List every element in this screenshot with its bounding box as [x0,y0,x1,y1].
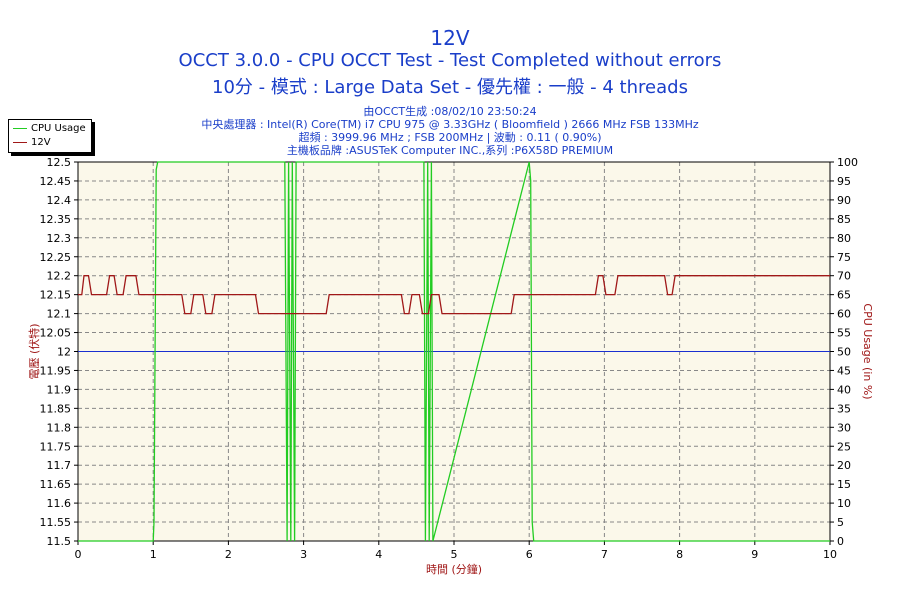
info-motherboard: 主機板品牌 :ASUSTeK Computer INC.,系列 :P6X58D … [286,144,614,157]
y-right-tick-label: 40 [837,383,851,396]
y-left-tick-label: 11.75 [40,440,72,453]
x-tick-label: 9 [751,548,758,561]
x-tick-label: 1 [150,548,157,561]
y-right-tick-label: 60 [837,308,851,321]
y-right-tick-label: 100 [837,156,858,169]
y-right-tick-label: 45 [837,364,851,377]
y-right-tick-label: 85 [837,213,851,226]
y-left-tick-label: 12.15 [40,289,72,302]
y-left-tick-label: 12.35 [40,213,72,226]
y-left-tick-label: 11.6 [47,497,72,510]
y-left-tick-label: 12.3 [47,232,72,245]
chart-legend: CPU Usage 12V [8,119,92,153]
y-left-axis-title: 電壓 (伏特) [27,323,41,379]
y-right-tick-label: 5 [837,516,844,529]
x-tick-label: 8 [676,548,683,561]
x-tick-label: 4 [375,548,382,561]
y-right-tick-label: 35 [837,402,851,415]
y-right-tick-label: 0 [837,535,844,548]
legend-swatch-12v [13,141,27,143]
y-right-tick-label: 50 [837,346,851,359]
y-right-tick-label: 25 [837,440,851,453]
chart-subtitle-mode: 10分 - 模式 : Large Data Set - 優先權 : 一般 - 4… [212,77,688,98]
x-tick-label: 10 [823,548,837,561]
y-left-tick-label: 12 [57,346,71,359]
y-right-tick-label: 30 [837,421,851,434]
y-left-tick-label: 12.4 [47,194,72,207]
y-right-tick-label: 95 [837,175,851,188]
x-tick-label: 7 [601,548,608,561]
x-tick-label: 0 [75,548,82,561]
legend-swatch-cpu-usage [13,127,27,129]
x-tick-label: 3 [300,548,307,561]
legend-item-cpu-usage: CPU Usage [13,123,86,135]
y-left-tick-label: 11.55 [40,516,72,529]
y-right-tick-label: 90 [837,194,851,207]
y-right-tick-label: 70 [837,270,851,283]
info-overclock: 超頻 : 3999.96 MHz ; FSB 200MHz | 波動 : 0.1… [298,131,602,144]
y-right-tick-label: 15 [837,478,851,491]
y-left-tick-label: 12.5 [47,156,72,169]
y-left-tick-label: 12.25 [40,251,72,264]
y-right-tick-label: 20 [837,459,851,472]
y-left-tick-label: 11.9 [47,383,72,396]
y-left-tick-label: 11.5 [47,535,72,548]
y-left-tick-label: 12.05 [40,327,72,340]
y-right-tick-label: 10 [837,497,851,510]
y-left-tick-label: 12.45 [40,175,72,188]
x-axis-title: 時間 (分鐘) [426,562,482,576]
y-left-tick-label: 11.65 [40,478,72,491]
y-left-tick-label: 12.2 [47,270,72,283]
x-tick-label: 5 [451,548,458,561]
y-left-tick-label: 11.85 [40,402,72,415]
y-right-tick-label: 55 [837,327,851,340]
legend-label-cpu-usage: CPU Usage [31,123,86,134]
info-generated: 由OCCT生成 :08/02/10 23:50:24 [363,105,537,118]
y-left-tick-label: 12.1 [47,308,72,321]
y-right-axis-title: CPU Usage (in %) [861,303,874,399]
x-tick-label: 2 [225,548,232,561]
series-line-cpu-usage [78,161,830,542]
y-left-tick-label: 11.95 [40,364,72,377]
legend-label-12v: 12V [31,137,51,148]
y-right-tick-label: 75 [837,251,851,264]
legend-item-12v: 12V [13,137,51,149]
info-cpu: 中央處理器 : Intel(R) Core(TM) i7 CPU 975 @ 3… [201,118,699,131]
chart-subtitle-test: OCCT 3.0.0 - CPU OCCT Test - Test Comple… [178,50,722,71]
y-left-tick-label: 11.8 [47,421,72,434]
y-left-tick-label: 11.7 [47,459,72,472]
y-right-tick-label: 80 [837,232,851,245]
y-right-tick-label: 65 [837,289,851,302]
x-tick-label: 6 [526,548,533,561]
chart-title: 12V [430,26,470,50]
series-line-12v [78,275,830,315]
